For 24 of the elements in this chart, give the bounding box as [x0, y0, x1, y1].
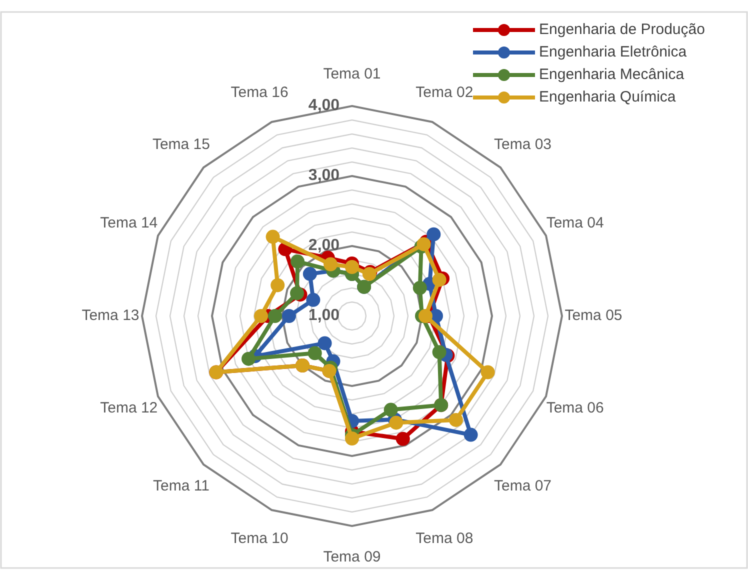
legend-label: Engenharia de Produção [539, 20, 705, 38]
y-tick-label: 3,00 [308, 167, 340, 184]
spoke-label: Tema 15 [152, 136, 210, 154]
y-tick-label: 1,00 [308, 307, 340, 324]
spoke-label: Tema 04 [546, 214, 604, 232]
spoke-label: Tema 05 [564, 306, 622, 324]
spoke-label: Tema 14 [100, 214, 158, 232]
legend-label: Engenharia Química [539, 88, 676, 106]
spoke-label: Tema 16 [230, 84, 288, 101]
y-tick-label: 4,00 [308, 97, 340, 114]
spoke-label: Tema 08 [416, 530, 474, 548]
legend-label: Engenharia Eletrônica [539, 43, 688, 60]
spoke-label: Tema 03 [494, 136, 552, 154]
spoke-label: Tema 07 [494, 478, 552, 495]
y-tick-label: 2,00 [308, 237, 340, 254]
spoke-label: Tema 10 [230, 530, 288, 548]
spoke-label: Tema 12 [100, 399, 158, 416]
spoke-label: Tema 09 [323, 548, 381, 566]
legend-label: Engenharia Mecânica [539, 66, 685, 83]
spoke-label: Tema 06 [546, 399, 604, 416]
spoke-label: Tema 13 [82, 306, 140, 324]
spoke-label: Tema 02 [416, 84, 474, 101]
spoke-label: Tema 01 [323, 65, 381, 82]
spoke-label: Tema 11 [153, 478, 210, 495]
